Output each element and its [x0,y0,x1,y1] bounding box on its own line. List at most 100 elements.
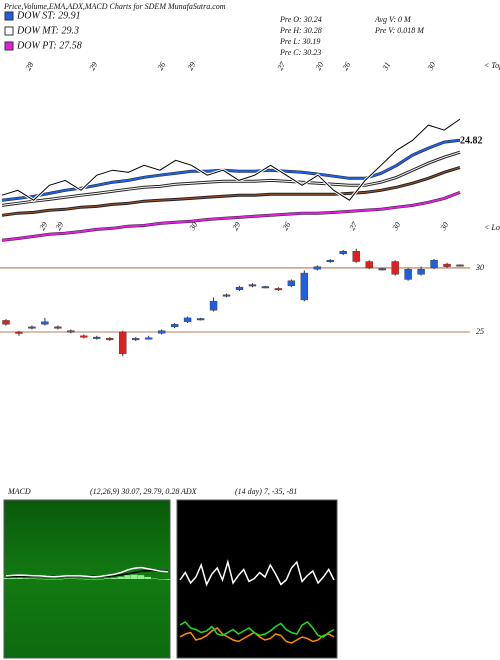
histogram-bar [137,575,145,579]
histogram-bar [36,578,43,580]
candle-body [287,280,296,287]
candle-body [456,264,464,267]
histogram-bar [50,579,57,580]
candle-body [391,261,399,275]
candle-body [235,286,244,290]
candle-body [443,263,451,267]
info: Pre L: 30.19 [279,37,320,46]
candle-body [339,251,347,255]
candle-body [93,336,101,339]
histogram-bar [9,577,16,579]
date-label: 27 [348,220,360,232]
date-label: 26 [281,220,293,231]
date-label: 26 [156,60,168,71]
candle-body [378,268,386,271]
histogram-bar [29,578,37,579]
candle-body [404,269,412,280]
histogram-bar [16,577,23,579]
annotation: 24.82 [460,135,483,146]
legend-swatch [4,26,14,36]
histogram-bar [131,574,138,579]
candle-body [430,260,438,269]
histogram-bar [97,579,104,580]
histogram-bar [110,577,118,579]
panel-subtitle: (12,26,9) 30.07, 29.79, 0.28 [90,487,179,496]
date-label: 27 [276,60,288,72]
date-label: 29 [38,220,50,231]
histogram-bar [23,578,30,579]
line [1,151,461,206]
histogram-bar [77,578,84,580]
histogram-bar [151,578,158,579]
line [1,166,461,216]
info: Pre O: 30.24 [279,15,322,24]
info: Pre C: 30.23 [279,48,321,57]
candle-body [313,266,322,270]
candle-body [132,338,140,341]
legend-label: DOW MT: 29.3 [16,25,79,36]
candle-body [274,288,283,291]
candle-body [352,251,360,262]
line [179,559,335,587]
candle-body [300,272,309,301]
histogram-bar [70,578,77,579]
date-label: 29 [231,220,243,231]
panel-subtitle: (14 day) 7, -35, -81 [235,487,297,496]
histogram-bar [117,576,124,579]
date-label: 20 [314,60,326,71]
date-label: 30 [390,220,402,232]
panel-title: ADX [180,487,198,496]
candle-body [222,294,231,297]
chart-title: Price,Volume,EMA,ADX,MACD Charts for SDE… [3,2,226,11]
legend-label: DOW ST: 29.91 [16,10,81,21]
histogram-bar [2,577,10,579]
histogram-bar [104,578,111,579]
candle-body [326,260,334,262]
candle-body [106,338,114,341]
candle-body [170,324,179,328]
annotation: < Lows [484,223,500,232]
y-tick-label: 25 [476,327,484,336]
candle-body [41,321,49,325]
candle-body [67,330,75,333]
info: Pre V: 0.018 M [374,26,425,35]
histogram-bar [124,575,131,579]
date-label: 31 [380,60,392,72]
legend-swatch [4,41,14,51]
candle-body [28,326,36,329]
candle-body [15,331,23,334]
date-label: 30 [187,220,199,232]
candle-body [417,269,425,275]
date-label: 28 [24,60,36,71]
info: Pre H: 30.28 [279,26,322,35]
candle-body [248,284,257,287]
panel-title: MACD [7,487,31,496]
candle-body [209,301,218,311]
date-label: 29 [186,60,198,71]
candle-body [157,330,166,334]
date-label: 29 [88,60,100,71]
date-label: 29 [54,220,66,231]
candle-body [261,286,270,289]
y-tick-label: 30 [475,263,484,272]
histogram-bar [56,579,64,580]
line [1,139,461,202]
line [1,118,461,201]
date-label: 30 [425,60,437,72]
candle-body [119,331,127,354]
candle-body [54,326,62,329]
annotation: < Tops [484,61,500,70]
histogram-bar [164,579,172,580]
line [179,621,335,638]
date-label: 26 [341,60,353,71]
info: Avg V: 0 M [374,15,412,24]
histogram-bar [63,578,70,579]
legend-swatch [4,11,14,21]
histogram-bar [90,579,97,580]
candle-body [365,261,373,269]
histogram-bar [83,579,91,580]
histogram-bar [43,579,50,580]
histogram-bar [158,579,165,580]
candle-body [183,317,192,322]
